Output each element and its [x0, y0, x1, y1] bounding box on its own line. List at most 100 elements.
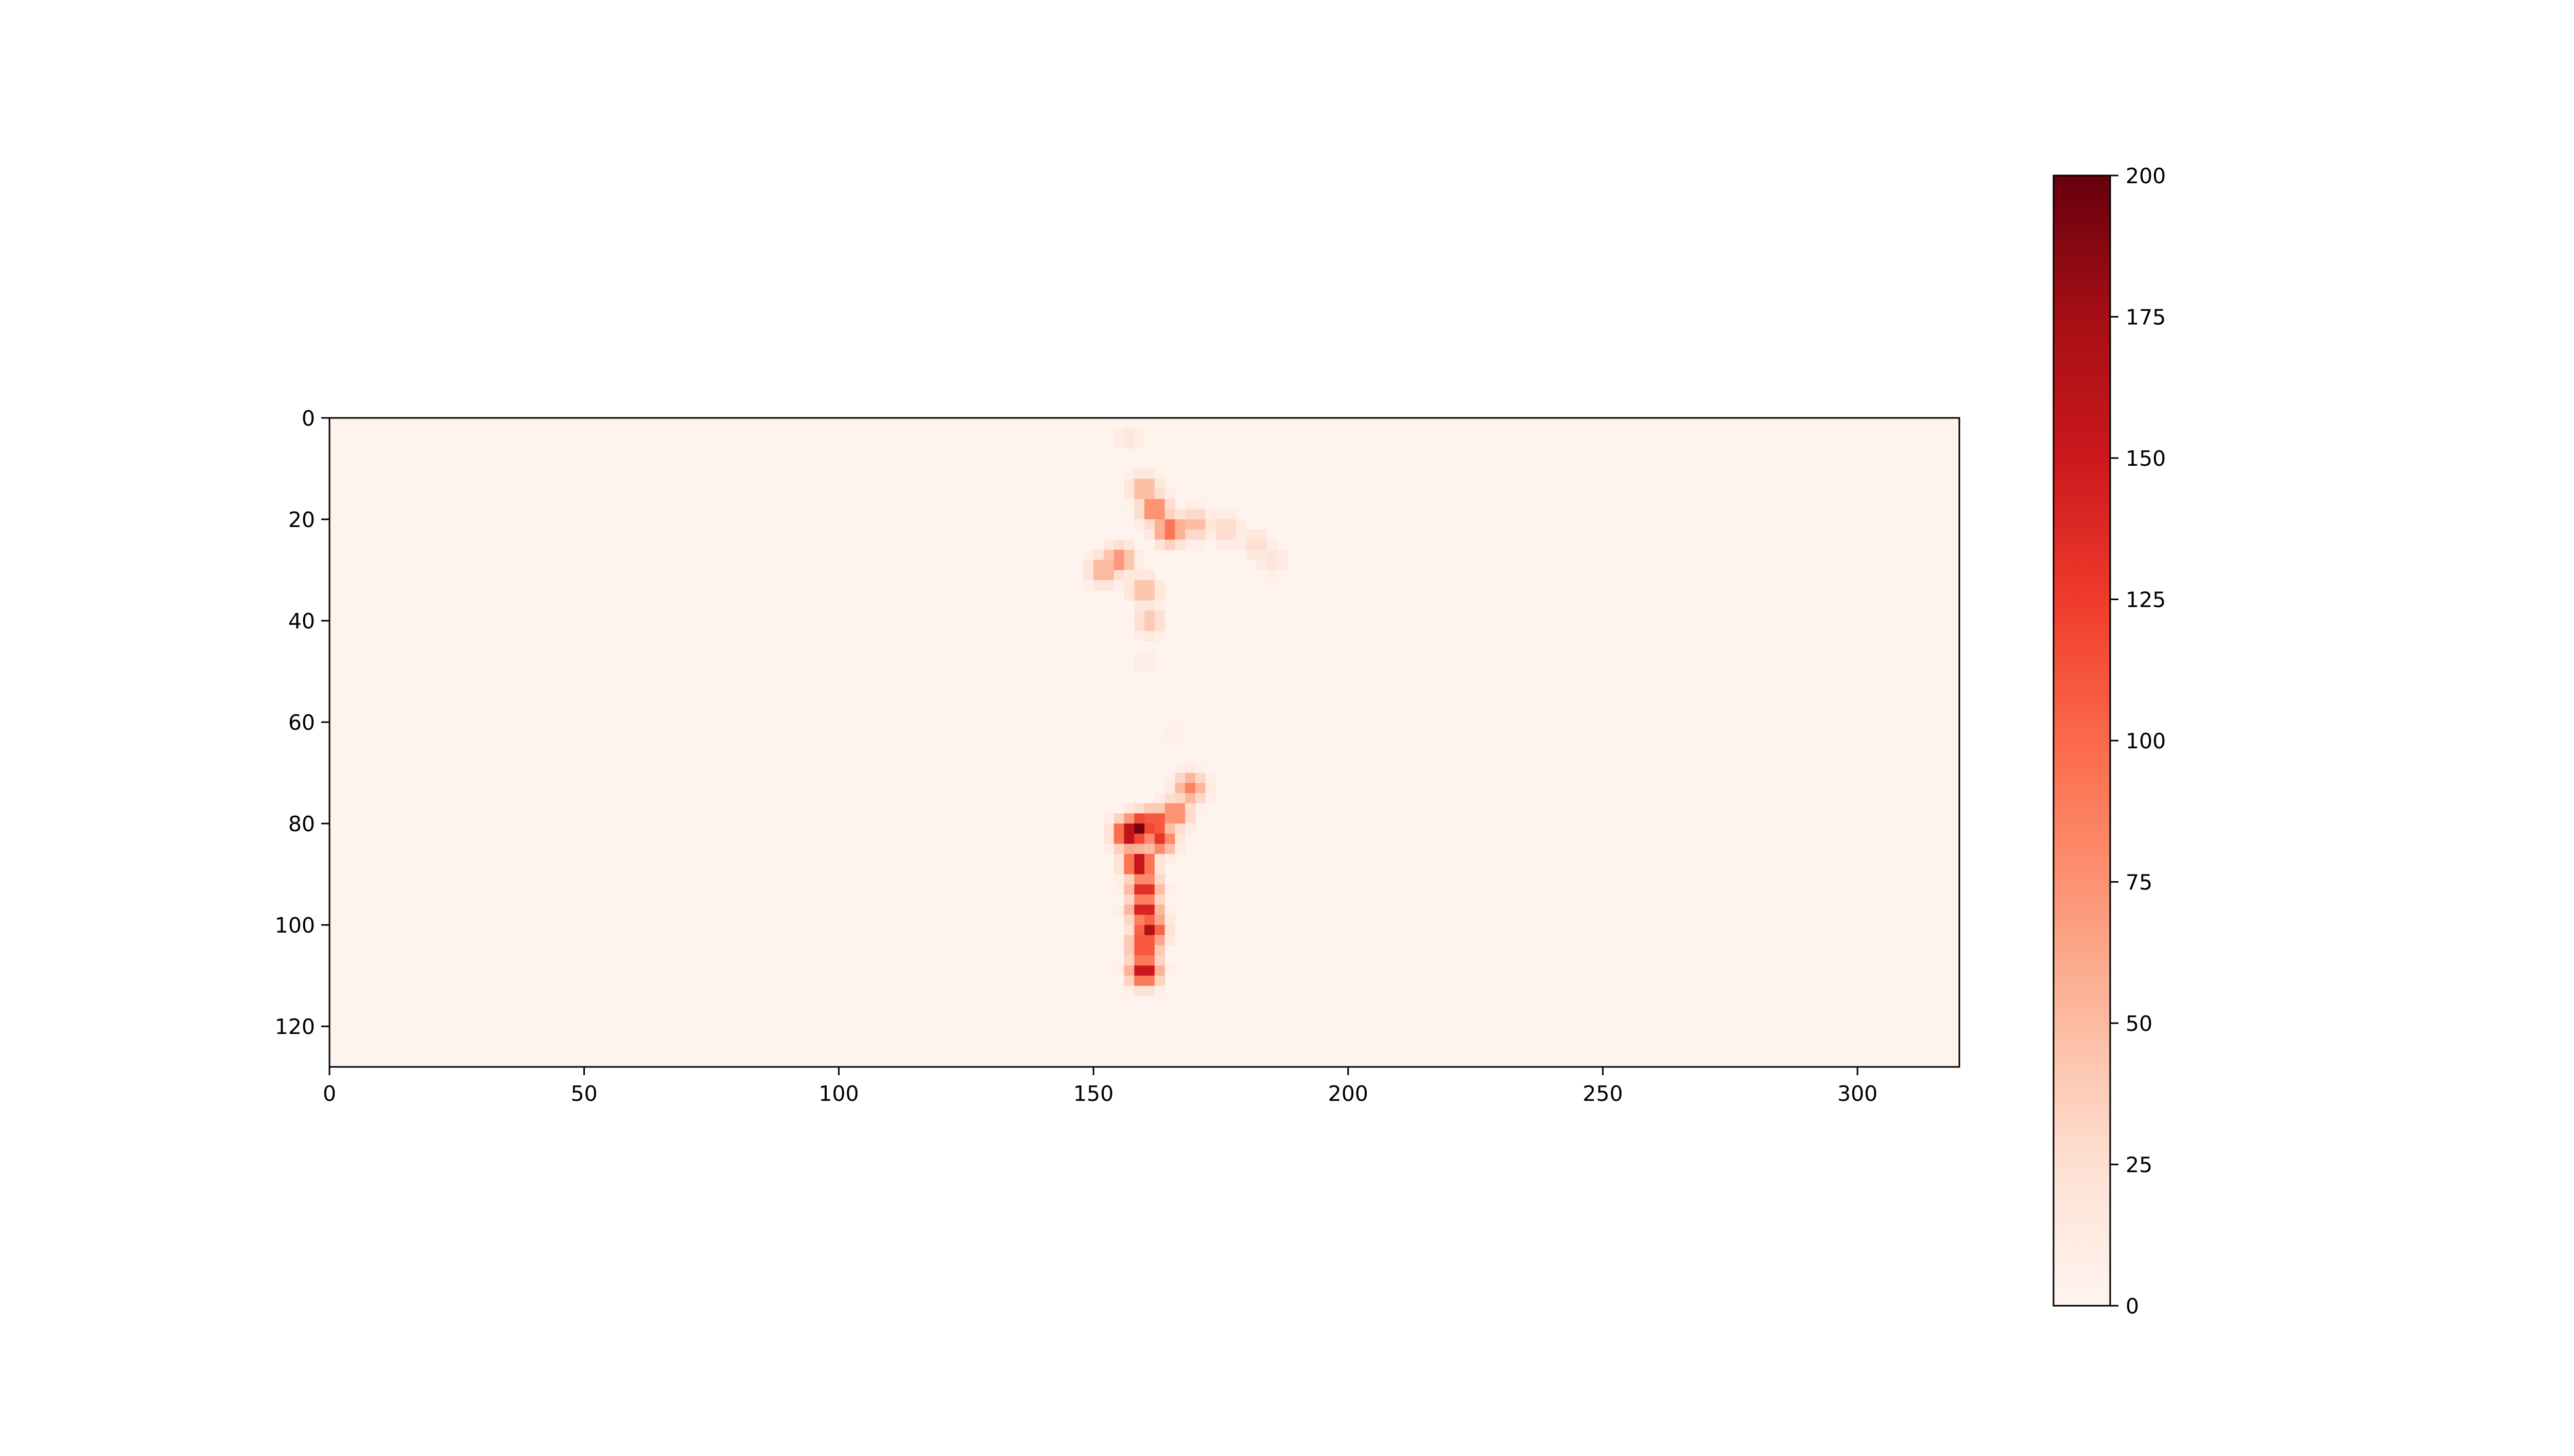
- heatmap-cell: [1154, 621, 1166, 631]
- y-tick-label: 80: [288, 812, 315, 836]
- heatmap-cell: [1093, 570, 1104, 581]
- heatmap-cell: [1124, 975, 1135, 986]
- heatmap-cell: [1103, 580, 1115, 591]
- heatmap-cell: [1134, 519, 1145, 530]
- heatmap-cell: [1124, 955, 1135, 966]
- heatmap-cell: [1205, 773, 1216, 783]
- heatmap-cell: [1093, 550, 1104, 560]
- heatmap-cell: [1134, 955, 1145, 966]
- heatmap-cell: [1256, 539, 1267, 550]
- colorbar-tick-label: 50: [2126, 1011, 2152, 1036]
- heatmap-cell: [1134, 499, 1145, 510]
- heatmap-cell: [1124, 945, 1135, 956]
- heatmap-cell: [1124, 813, 1135, 824]
- heatmap-cell: [1134, 509, 1145, 520]
- heatmap-cell: [1154, 864, 1166, 875]
- heatmap-cell: [1134, 550, 1145, 560]
- heatmap-cell: [1114, 550, 1125, 560]
- heatmap-cell: [1154, 610, 1166, 621]
- heatmap-cell: [1195, 793, 1206, 804]
- heatmap-cell: [1236, 539, 1247, 550]
- heatmap-cell: [1134, 468, 1145, 479]
- heatmap-cell: [1154, 915, 1166, 925]
- heatmap-cell: [1256, 559, 1267, 571]
- heatmap-cell: [1114, 884, 1125, 895]
- heatmap-cell: [1134, 864, 1145, 875]
- heatmap-cell: [1154, 854, 1166, 865]
- heatmap-cell: [1124, 904, 1135, 916]
- heatmap-cell: [1185, 539, 1196, 550]
- x-tick-label: 0: [323, 1081, 336, 1106]
- heatmap-cell: [1154, 468, 1166, 479]
- heatmap-cell: [1114, 539, 1125, 550]
- heatmap-cell: [1154, 590, 1166, 601]
- colorbar-tick-label: 150: [2126, 446, 2166, 471]
- heatmap-cell: [1114, 874, 1125, 885]
- heatmap-cell: [1226, 519, 1237, 530]
- heatmap-cell: [1134, 428, 1145, 438]
- heatmap-cell: [1246, 550, 1257, 560]
- heatmap-cell: [1144, 965, 1155, 976]
- heatmap-cell: [1256, 529, 1267, 540]
- x-axis: 0 50 100 150 200 250 300: [323, 1067, 1877, 1106]
- heatmap-cell: [1164, 904, 1175, 916]
- heatmap-cell: [1134, 945, 1145, 956]
- heatmap-cell: [1154, 488, 1166, 500]
- heatmap-cell: [1103, 844, 1115, 854]
- heatmap-cell: [1134, 559, 1145, 571]
- heatmap-cell: [1144, 935, 1155, 946]
- heatmap-cell: [1124, 986, 1135, 996]
- heatmap-cell: [1185, 793, 1196, 804]
- heatmap-cell: [1205, 783, 1216, 794]
- heatmap-cell: [1134, 813, 1145, 824]
- heatmap-cell: [1195, 773, 1206, 783]
- heatmap-cell: [1144, 823, 1155, 834]
- heatmap-cell: [1154, 844, 1166, 854]
- heatmap-cell: [1124, 965, 1135, 976]
- heatmap-cell: [1195, 499, 1206, 510]
- heatmap-cell: [1134, 661, 1145, 672]
- heatmap-cell: [1175, 813, 1186, 824]
- heatmap-cell: [1175, 833, 1186, 845]
- heatmap-cell: [1236, 519, 1247, 530]
- heatmap-cell: [1124, 915, 1135, 925]
- heatmap-cell: [1093, 580, 1104, 591]
- heatmap-cell: [1114, 823, 1125, 834]
- heatmap-cell: [1134, 854, 1145, 865]
- heatmap-cell: [1124, 844, 1135, 854]
- heatmap-cell: [1124, 580, 1135, 591]
- heatmap-cell: [1154, 894, 1166, 905]
- heatmap-cell: [1134, 610, 1145, 621]
- heatmap-cell: [1144, 864, 1155, 875]
- heatmap-cell: [1124, 823, 1135, 834]
- heatmap-cell: [1134, 580, 1145, 591]
- heatmap-cell: [1144, 651, 1155, 662]
- heatmap-cell: [1124, 884, 1135, 895]
- heatmap-cell: [1103, 559, 1115, 571]
- heatmap-cell: [1215, 509, 1226, 520]
- heatmap-cell: [1134, 570, 1145, 581]
- heatmap-cell: [1164, 499, 1175, 510]
- heatmap-cell: [1164, 732, 1175, 743]
- heatmap-cell: [1114, 864, 1125, 875]
- heatmap-cell: [1154, 884, 1166, 895]
- heatmap-cell: [1144, 479, 1155, 489]
- heatmap-cell: [1195, 762, 1206, 774]
- heatmap-cell: [1164, 915, 1175, 925]
- y-tick-label: 0: [302, 406, 315, 431]
- heatmap-cell: [1134, 925, 1145, 936]
- heatmap-cell: [1134, 874, 1145, 885]
- heatmap-cell: [1164, 833, 1175, 845]
- y-tick-label: 20: [288, 507, 315, 532]
- heatmap-cell: [1154, 793, 1166, 804]
- x-tick-label: 300: [1837, 1081, 1877, 1106]
- heatmap-cell: [1134, 935, 1145, 946]
- heatmap-cell: [1175, 509, 1186, 520]
- heatmap-cell: [1144, 945, 1155, 956]
- heatmap-cell: [1144, 590, 1155, 601]
- y-tick-label: 100: [275, 913, 315, 938]
- heatmap-cell: [1154, 499, 1166, 510]
- heatmap-cell: [1154, 945, 1166, 956]
- heatmap-cell: [1154, 803, 1166, 814]
- heatmap-cell: [1154, 935, 1166, 946]
